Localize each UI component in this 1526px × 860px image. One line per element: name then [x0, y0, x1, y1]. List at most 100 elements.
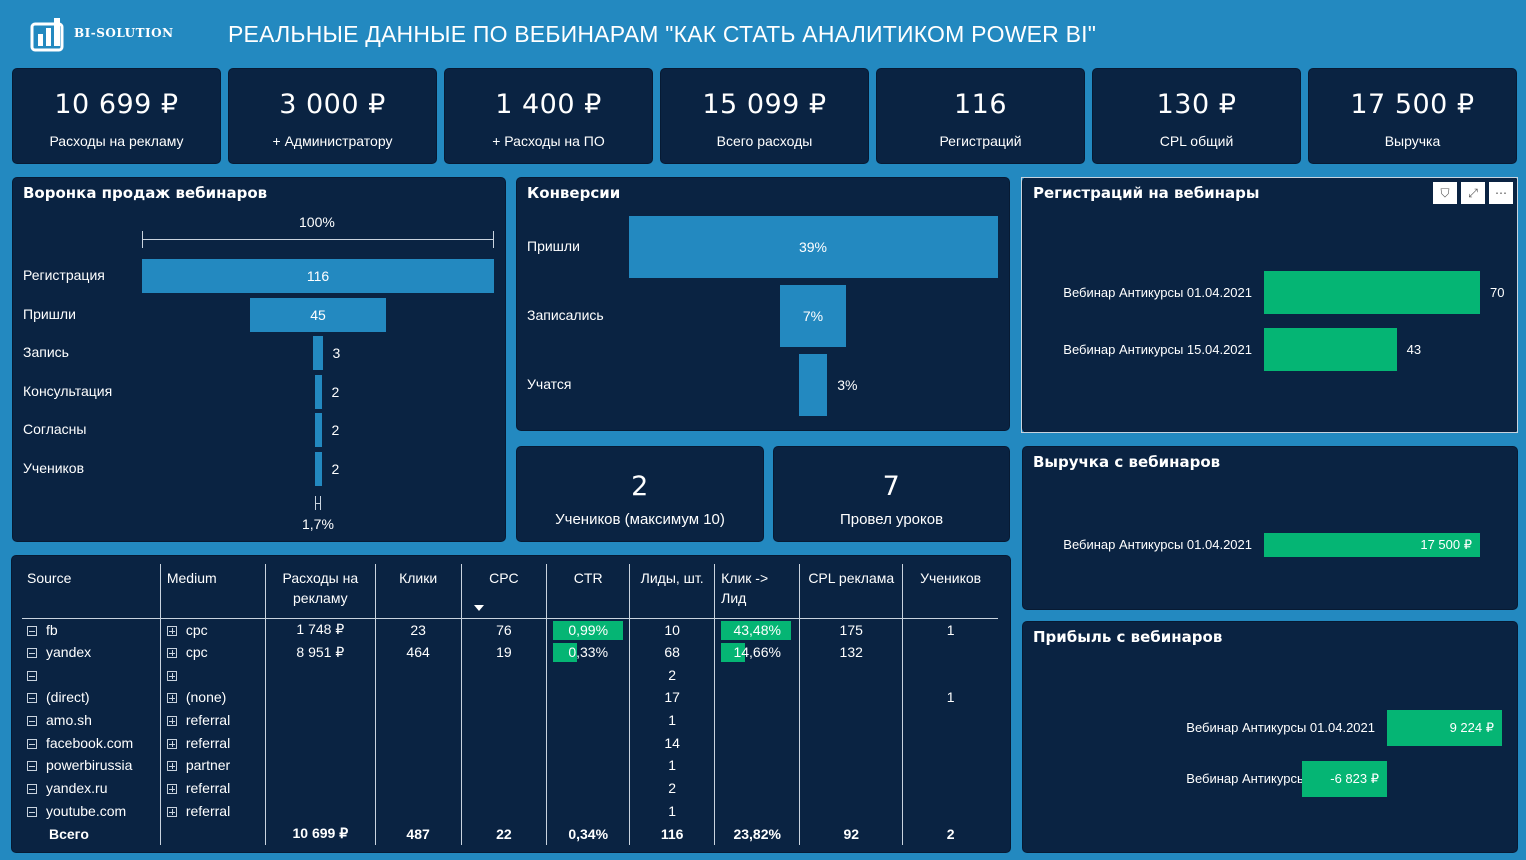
funnel-bar[interactable] [314, 413, 322, 448]
cell-c2l: 43,48% [714, 618, 800, 641]
expand-icon[interactable] [166, 716, 177, 727]
funnel-bar[interactable] [142, 259, 494, 293]
conversion-bar[interactable] [798, 354, 828, 416]
more-options-icon[interactable]: ⋯ [1489, 182, 1513, 204]
table-row[interactable]: yandex.ru referral 2 [22, 776, 998, 800]
sales-funnel-panel[interactable]: Воронка продаж вебинаров 100% Регистраци… [12, 177, 506, 542]
expand-icon[interactable] [166, 738, 177, 749]
cell-leads: 17 [629, 686, 715, 709]
collapse-icon[interactable] [27, 716, 37, 727]
cell-clicks [374, 708, 462, 732]
collapse-icon[interactable] [27, 693, 37, 704]
table-row[interactable]: 2 [22, 663, 998, 687]
table-row[interactable]: youtube.com referral 1 [22, 799, 998, 823]
total-source: Всего [22, 822, 160, 845]
cell-text: 23,82% [733, 825, 781, 842]
funnel-bar[interactable] [314, 374, 322, 409]
cell-text: youtube.com [46, 802, 127, 819]
cell-ctr [546, 663, 630, 687]
col-header-source[interactable]: Source [22, 564, 161, 619]
cell-spend [264, 776, 376, 800]
registrations-panel[interactable]: Регистраций на вебинары ⛉ ⤢ ⋯ Вебинар Ан… [1022, 177, 1518, 433]
cell-text: facebook.com [46, 734, 134, 751]
table-row[interactable]: fb cpc 1 748 ₽ 23 76 0,99% 10 43,48% 175 1 [22, 618, 998, 641]
cell-leads: 2 [629, 776, 715, 800]
kpi-label: Всего расходы [716, 133, 813, 149]
conversions-panel[interactable]: Конверсии Пришли 39% Записались 7% Учатся 3% [516, 177, 1010, 431]
cell-students [902, 708, 998, 732]
cell-students [902, 640, 998, 664]
funnel-bar[interactable] [313, 336, 323, 371]
cell-clicks [374, 754, 462, 777]
funnel-bar[interactable] [249, 297, 387, 332]
cell-medium: cpc [159, 618, 266, 641]
conversion-bar[interactable] [628, 216, 998, 278]
table-row[interactable]: (direct) (none) 17 1 [22, 686, 998, 709]
students-value: 2 [631, 471, 649, 502]
cell-text: 175 [839, 621, 863, 638]
cell-clicks: 464 [374, 640, 462, 664]
webinar-value-label: 43 [1406, 341, 1422, 357]
collapse-icon[interactable] [27, 806, 37, 817]
sort-descending-icon[interactable] [474, 605, 484, 611]
table-row[interactable]: facebook.com referral 14 [22, 731, 998, 755]
col-header-ctr[interactable]: CTR [546, 564, 630, 619]
cell-text: cpc [185, 621, 208, 638]
funnel-bar[interactable] [314, 452, 322, 486]
expand-icon[interactable] [166, 648, 177, 659]
profit-panel[interactable]: Прибыль с вебинаров Вебинар Антикурсы 01… [1022, 621, 1518, 853]
expand-icon[interactable] [166, 693, 177, 704]
cell-spend [264, 686, 376, 709]
expand-icon[interactable] [166, 670, 177, 681]
kpi-label: CPL общий [1159, 133, 1234, 149]
webinar-bar[interactable] [1264, 328, 1397, 371]
expand-icon[interactable] [166, 761, 177, 772]
source-table-panel[interactable]: Source Medium Расходы на рекламу Клики C… [11, 555, 1011, 853]
cell-text: 2 [946, 825, 955, 842]
cell-cpl [799, 686, 903, 709]
conversion-bar[interactable] [779, 285, 847, 347]
col-header-click-to-lead[interactable]: Клик -> Лид [714, 564, 800, 619]
funnel-value-label: 3 [332, 345, 341, 362]
col-header-students[interactable]: Учеников [902, 564, 998, 619]
col-header-spend[interactable]: Расходы на рекламу [264, 564, 376, 619]
cell-students [902, 663, 998, 687]
collapse-icon[interactable] [27, 670, 37, 681]
cell-text: Всего [49, 825, 89, 842]
cell-c2l: 14,66% [714, 640, 800, 664]
collapse-icon[interactable] [27, 648, 37, 659]
webinar-label: Вебинар Антикурсы 15.04.2021 [1063, 341, 1252, 357]
col-header-leads[interactable]: Лиды, шт. [629, 564, 715, 619]
revenue-panel[interactable]: Выручка с вебинаров Вебинар Антикурсы 01… [1022, 446, 1518, 610]
cell-cpl [799, 799, 903, 823]
expand-icon[interactable] [166, 625, 177, 636]
filter-icon[interactable]: ⛉ [1433, 182, 1457, 204]
table-row[interactable]: amo.sh referral 1 [22, 708, 998, 732]
webinar-bar[interactable] [1264, 271, 1480, 314]
expand-icon[interactable] [166, 806, 177, 817]
cell-text: 19 [496, 644, 512, 661]
funnel-stage-label: Регистрация [23, 267, 105, 283]
collapse-icon[interactable] [27, 625, 37, 636]
expand-icon[interactable] [166, 784, 177, 795]
cell-text: 1 [668, 757, 677, 774]
cell-ctr: 0,33% [546, 640, 630, 664]
webinar-bar[interactable] [1264, 533, 1480, 557]
data-bar [721, 620, 792, 640]
collapse-icon[interactable] [27, 784, 37, 795]
webinar-bar[interactable] [1301, 761, 1387, 797]
webinar-bar[interactable] [1387, 710, 1502, 746]
kpi-value: 17 500 ₽ [1350, 89, 1475, 120]
col-header-clicks[interactable]: Клики [374, 564, 462, 619]
total-medium [159, 822, 266, 845]
table-row[interactable]: powerbirussia partner 1 [22, 754, 998, 777]
col-header-medium[interactable]: Medium [159, 564, 266, 619]
col-header-cpl[interactable]: CPL реклама [799, 564, 903, 619]
focus-mode-icon[interactable]: ⤢ [1461, 182, 1485, 204]
collapse-icon[interactable] [27, 738, 37, 749]
kpi-label: Расходы на рекламу [49, 133, 184, 149]
table-row[interactable]: yandex cpc 8 951 ₽ 464 19 0,33% 68 14,66% 132 [22, 640, 998, 664]
total-cpl: 92 [799, 822, 903, 845]
conversion-value-label: 7% [802, 308, 824, 324]
collapse-icon[interactable] [27, 761, 37, 772]
